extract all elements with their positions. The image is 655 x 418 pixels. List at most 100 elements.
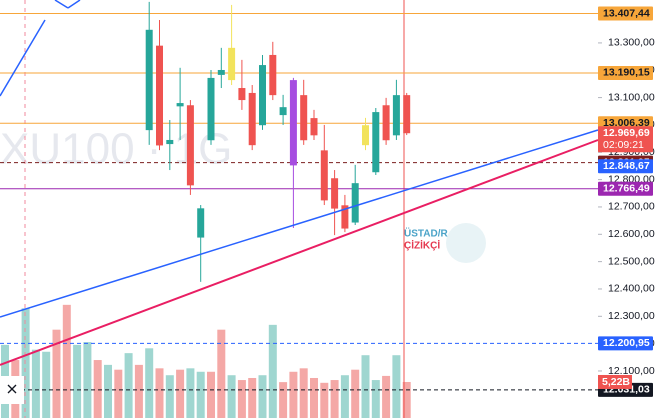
candle-body	[331, 178, 339, 209]
volume-label-box	[598, 374, 632, 389]
y-tick-label: 12.400,00	[608, 283, 655, 295]
volume-bar	[93, 360, 102, 418]
price-label: 13.407,44	[603, 7, 650, 19]
price-label-box	[598, 181, 653, 196]
candle-body	[186, 105, 194, 186]
volume-bar	[145, 348, 154, 418]
candle-body	[197, 208, 205, 238]
candle-body	[145, 29, 153, 131]
volume-bar	[52, 329, 61, 418]
volume-bar	[207, 371, 215, 418]
close-button[interactable]	[0, 376, 24, 404]
volume-bar	[186, 368, 195, 418]
close-icon	[7, 384, 17, 394]
candle-body	[289, 80, 297, 166]
price-label-box	[598, 126, 653, 153]
candle-body	[403, 95, 411, 134]
candle-body	[279, 107, 287, 116]
volume-bar	[279, 382, 288, 418]
volume-bar	[31, 349, 40, 418]
countdown-label: 02:09:21	[603, 139, 644, 151]
volume-bar	[248, 377, 257, 418]
candle-body	[207, 77, 215, 141]
price-label: 12.969,69	[603, 127, 650, 139]
y-tick-label: 13.100,00	[608, 91, 655, 103]
volume-bar	[165, 375, 174, 418]
volume-bar	[268, 324, 277, 418]
volume-bar	[42, 351, 51, 418]
trendline	[0, 139, 599, 366]
volume-bar	[299, 368, 308, 418]
volume-bar	[382, 375, 391, 418]
price-label-box	[598, 336, 653, 351]
price-label-box	[598, 159, 653, 174]
price-label: 12.200,95	[603, 337, 650, 349]
volume-bar	[227, 375, 236, 418]
volume-bar	[340, 375, 349, 418]
volume-bar	[392, 355, 401, 418]
volume-bar	[351, 369, 360, 418]
candle-body	[310, 118, 318, 136]
volume-bar	[402, 381, 411, 418]
volume-bar	[320, 382, 329, 418]
volume-bar	[155, 368, 164, 418]
y-tick-label: 12.600,00	[608, 228, 655, 240]
y-tick-label: 12.100,00	[608, 365, 655, 377]
volume-bar	[104, 364, 112, 418]
price-label-box	[598, 6, 653, 21]
logo-badge	[446, 223, 486, 263]
volume-bar	[134, 364, 143, 418]
y-tick-label: 12.500,00	[608, 255, 655, 267]
volume-bar	[114, 369, 123, 418]
candle-body	[156, 45, 163, 146]
volume-bar	[124, 353, 133, 418]
volume-label: 5,22B	[602, 376, 630, 388]
volume-bar	[237, 380, 246, 418]
candle-body	[248, 92, 256, 146]
candles	[145, 1, 411, 282]
candle-body	[259, 65, 266, 126]
candle-body	[176, 103, 184, 107]
candle-body	[166, 139, 174, 145]
trendline	[54, 0, 69, 9]
volume-bar	[73, 344, 82, 418]
candle-body	[341, 205, 349, 229]
price-label-box	[598, 65, 653, 80]
volume-bar	[196, 371, 205, 418]
volume-bar	[310, 377, 318, 418]
price-label: 13.190,15	[603, 67, 650, 79]
y-tick-label: 12.300,00	[608, 310, 655, 322]
y-tick-label: 13.300,00	[608, 37, 655, 49]
logo-text: ÇİZİKÇİ	[404, 239, 440, 252]
volume-bar	[62, 304, 71, 418]
volume-bar	[289, 371, 298, 418]
candle-body	[351, 183, 359, 223]
trendline	[0, 19, 46, 97]
volume-bar	[217, 329, 226, 418]
trendline	[67, 0, 81, 9]
volume-bar	[330, 380, 339, 418]
candle-body	[382, 105, 390, 141]
close-button-bg[interactable]	[0, 376, 24, 404]
candle-body	[372, 112, 380, 173]
volume-bar	[176, 369, 185, 418]
volume-bar	[83, 342, 92, 418]
candle-body	[362, 125, 369, 146]
logo: ÜSTAD/R ÇİZİKÇİ	[404, 223, 486, 263]
candle-body	[392, 95, 400, 136]
price-label: 12.848,67	[603, 160, 650, 172]
candle-body	[228, 47, 236, 81]
watermark: XU100 · 1G	[0, 125, 232, 174]
volume-bar	[371, 380, 380, 418]
candle-body	[300, 95, 308, 141]
price-axis-labels: 12.100,0012.200,0012.300,0012.400,0012.5…	[598, 6, 655, 397]
price-lines	[0, 13, 598, 391]
trendline	[0, 129, 599, 318]
volume-bar	[361, 355, 370, 418]
volume-bar	[258, 375, 267, 418]
candle-body	[217, 69, 225, 75]
volume-layer	[1, 304, 411, 418]
candle-body	[269, 54, 277, 96]
y-tick-label: 12.700,00	[608, 201, 655, 213]
volume-bar	[21, 308, 30, 418]
